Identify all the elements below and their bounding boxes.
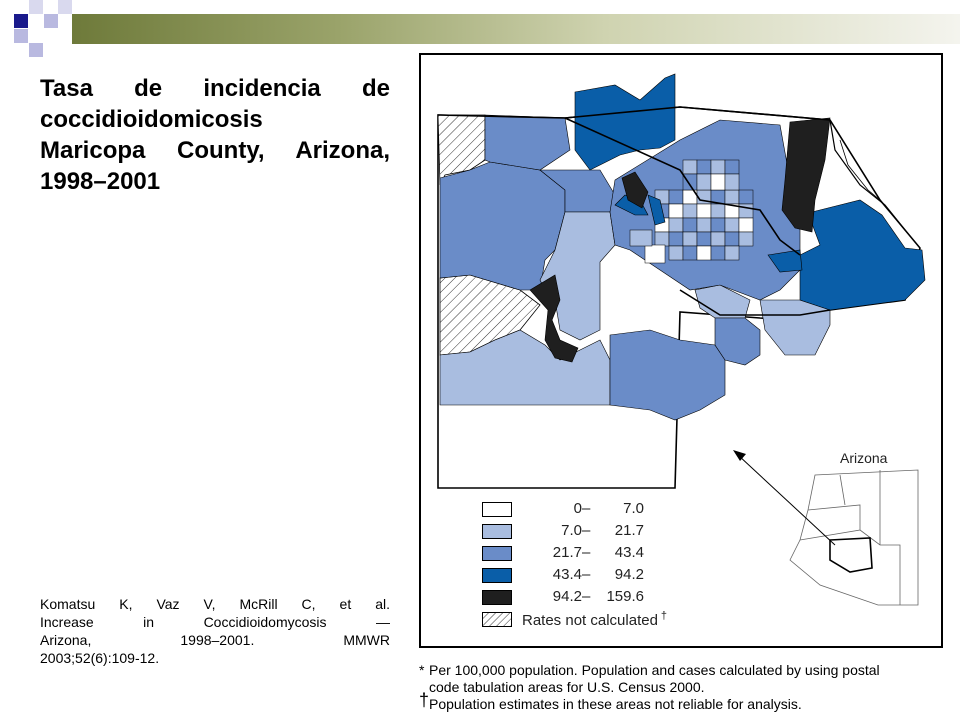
map-region [574,73,676,171]
legend-swatch [482,546,512,561]
map-region [621,171,649,209]
map-region [781,117,831,233]
map-region [714,317,761,366]
map-footnotes: * Per 100,000 population. Population and… [419,662,959,713]
title-line: coccidioidomicosis [40,106,263,133]
footnote-line: Per 100,000 population. Population and c… [429,662,880,678]
footnote: * Per 100,000 population. Population and… [419,662,959,696]
locator-arrowhead [733,450,746,461]
deco-square [29,43,43,57]
legend-range: 43.4– 94.2 [552,566,644,583]
deco-square [14,29,28,43]
map-region [767,249,803,273]
inset-label: Arizona [840,450,888,466]
deco-square [29,0,43,14]
footnote-line: code tabulation areas for U.S. Census 20… [429,679,705,695]
footnote-mark: † [419,690,430,710]
legend-item: 7.0– 21.7 [482,522,742,542]
citation: Komatsu K, Vaz V, McRill C, et al. Incre… [40,595,390,667]
legend-item: 94.2– 159.6 [482,588,742,608]
slide-title: Tasa de incidencia de coccidioidomicosis… [40,73,390,197]
river-line [839,139,881,201]
citation-line: 2003;52(6):109-12. [40,650,160,666]
legend-item: 21.7– 43.4 [482,544,742,564]
title-line: Tasa de incidencia de [40,75,390,102]
legend-item: 0– 7.0 [482,500,742,520]
arizona-inset-map [789,469,919,606]
deco-square [58,0,72,14]
legend-range: 0– 7.0 [573,500,644,517]
legend-swatch [482,568,512,583]
map-region [799,199,926,311]
river-line [829,119,906,231]
footnote-line: Population estimates in these areas not … [429,696,802,712]
title-line: 1998–2001 [40,168,161,195]
legend-swatch-hatched [482,612,512,627]
map-region [647,194,666,226]
legend-item: Rates not calculated † [482,610,742,630]
footnote-mark: * [419,662,425,678]
legend-range: 7.0– 21.7 [561,522,644,539]
citation-line: Arizona, 1998–2001. MMWR [40,632,390,648]
map-region [609,329,726,421]
citation-line: Increase in Coccidioidomycosis — [40,614,390,630]
legend-range: 21.7– 43.4 [552,544,644,561]
county-boundary [437,106,831,316]
legend-swatch [482,590,512,605]
header-decoration [0,0,80,60]
legend-item: 43.4– 94.2 [482,566,742,586]
legend-range: 94.2– 159.6 [552,588,644,605]
map-region [759,299,831,356]
header-gradient-bar [72,14,960,44]
deco-square [44,14,58,28]
legend-swatch [482,524,512,539]
deco-square [14,14,28,28]
legend-swatch [482,502,512,517]
locator-arrow [737,454,836,546]
title-line: Maricopa County, Arizona, [40,137,390,164]
map-region [529,274,579,363]
legend-not-calculated: Rates not calculated † [522,610,668,629]
citation-line: Komatsu K, Vaz V, McRill C, et al. [40,596,390,612]
footnote: † Population estimates in these areas no… [419,691,959,713]
